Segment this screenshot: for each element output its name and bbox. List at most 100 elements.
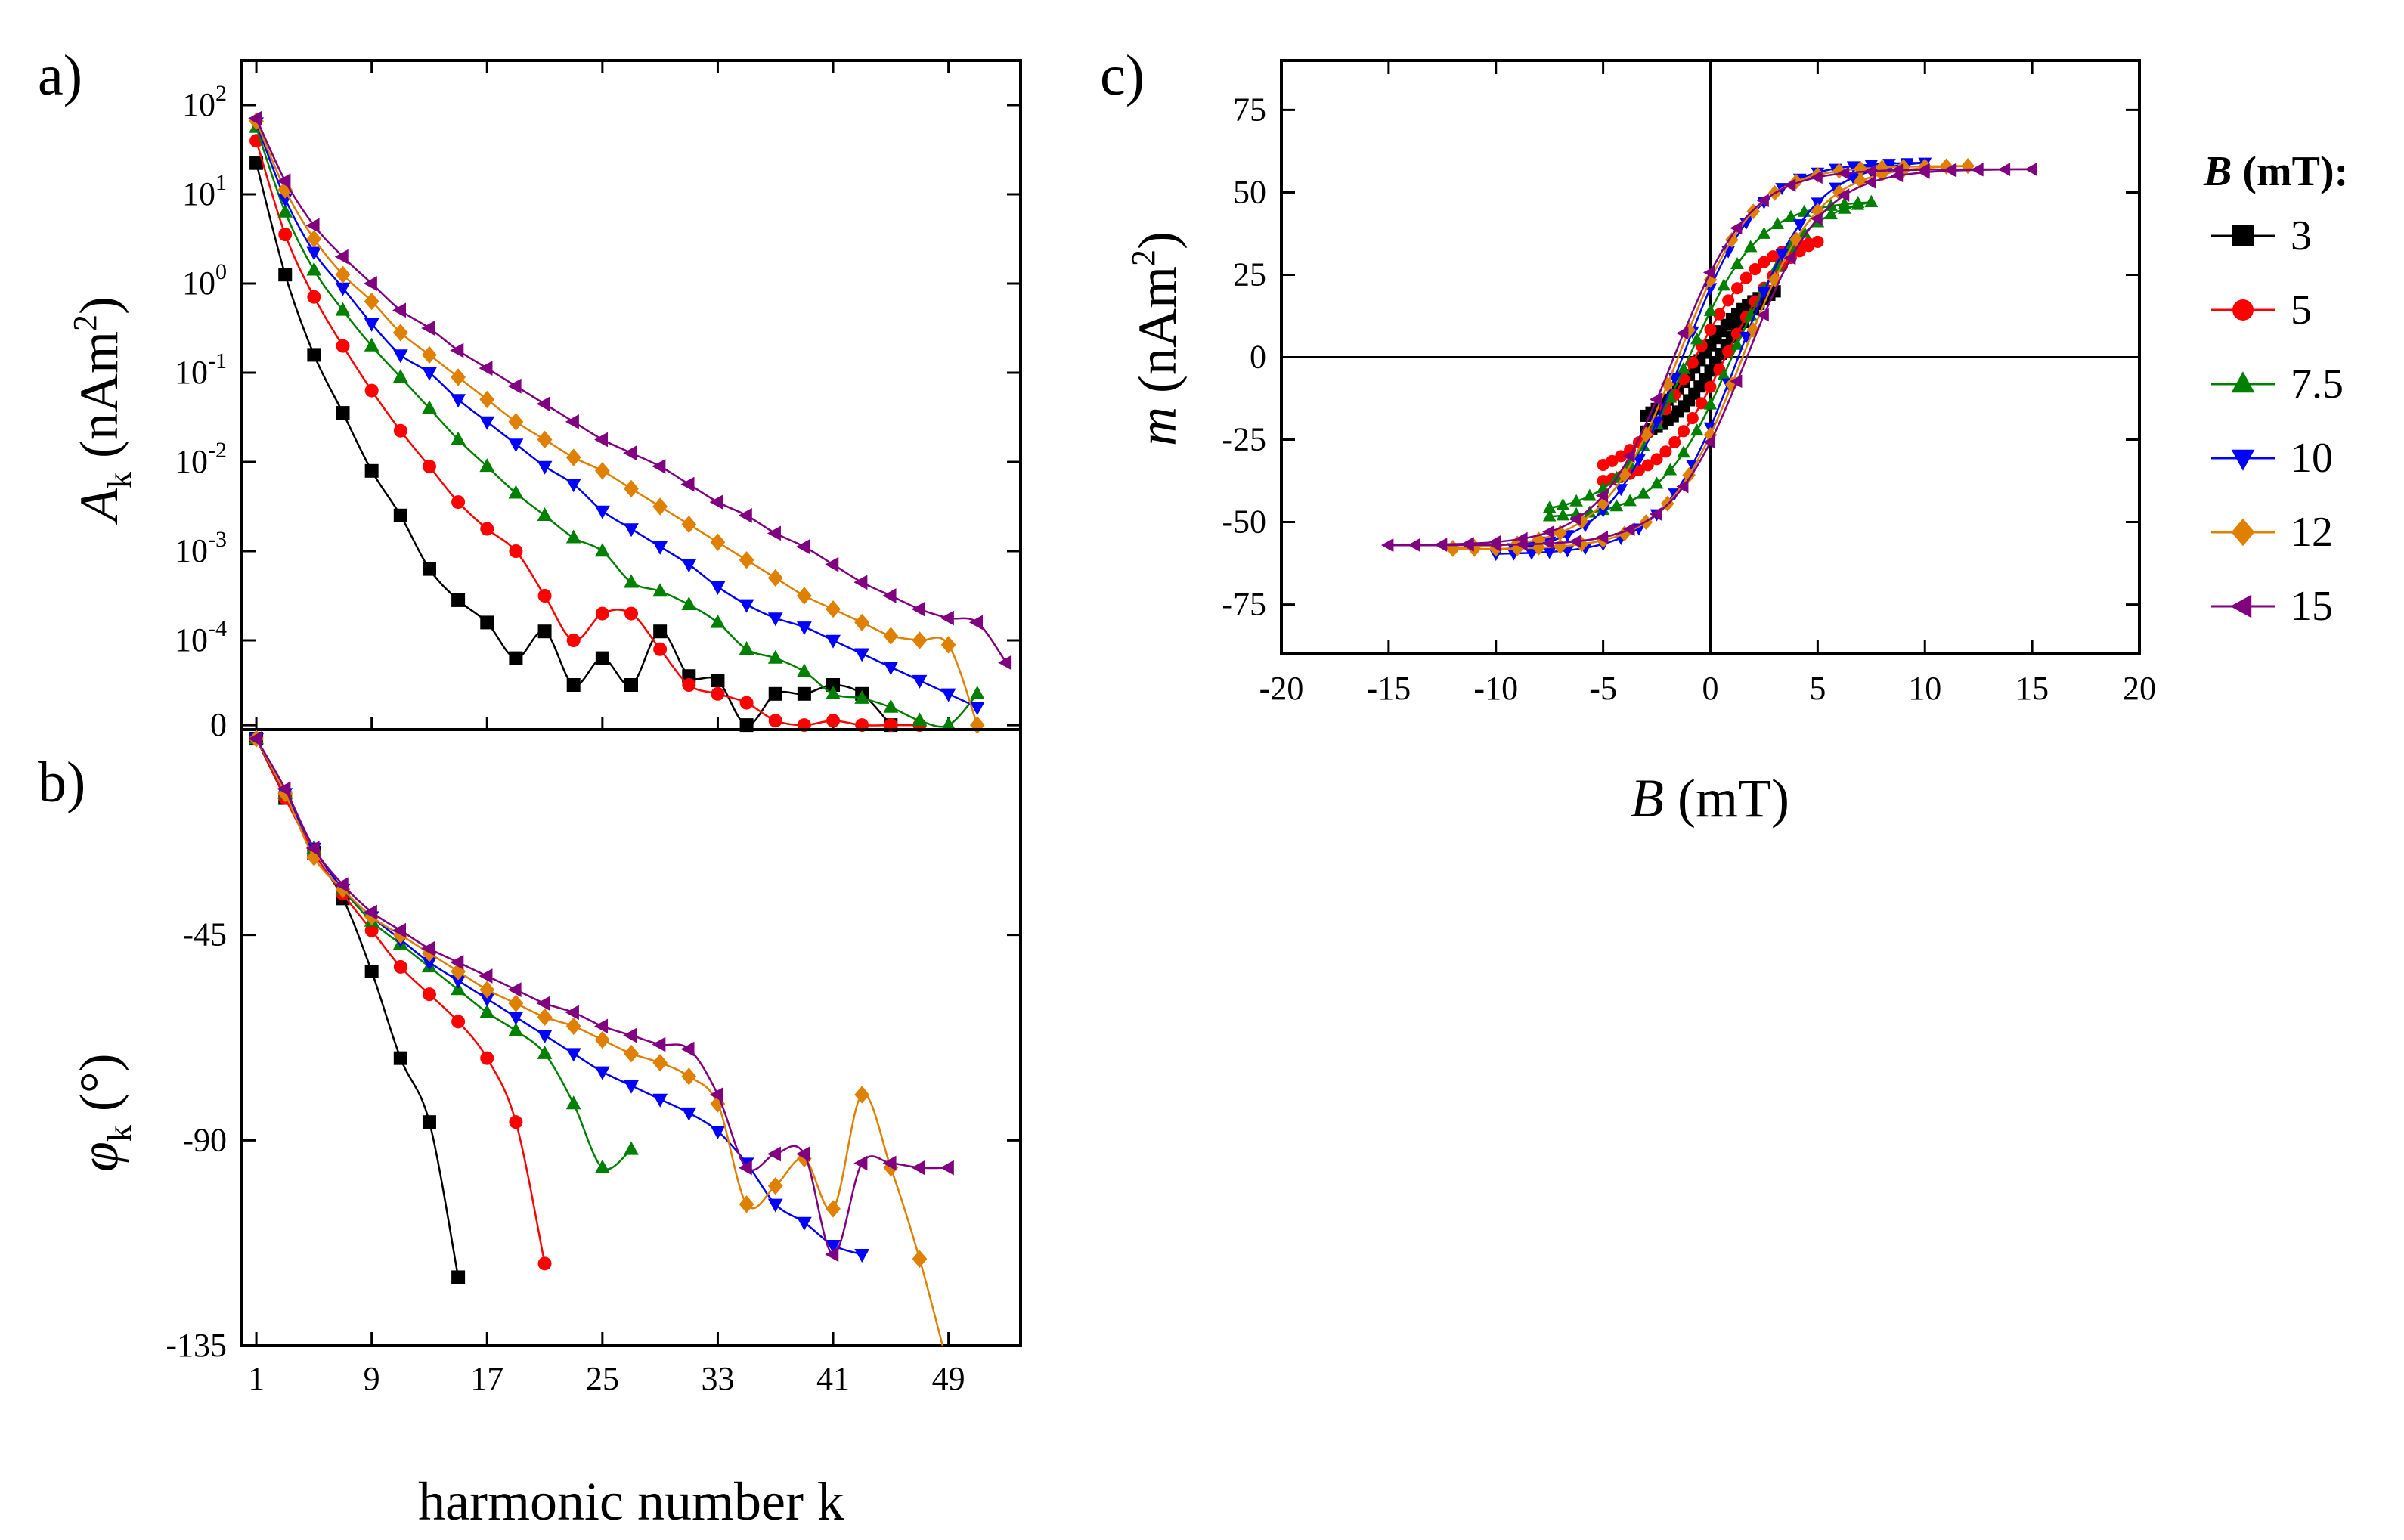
- panel-c-point-7.5: [1757, 226, 1771, 239]
- panel-a-ytick-exp: -2: [208, 438, 227, 463]
- panel-b-point-15: [853, 1155, 868, 1171]
- panel-c-point-7.5: [1690, 332, 1704, 345]
- panel-b-point-5: [393, 959, 407, 974]
- panel-c-point-5: [1678, 425, 1690, 438]
- panel-a-data: [248, 110, 1012, 734]
- panel-b-point-15: [767, 1146, 781, 1162]
- panel-a-label: a): [38, 44, 82, 107]
- panel-a-point-12: [565, 448, 581, 466]
- panel-a-point-7.5: [883, 699, 899, 713]
- panel-a-point-10: [826, 634, 841, 649]
- panel-a-ytick-base: 10: [182, 265, 215, 302]
- panel-c-point-7.5: [1637, 486, 1650, 499]
- panel-b-ytick-label: -135: [166, 1327, 227, 1364]
- panel-b-point-3: [393, 1051, 407, 1065]
- panel-c-point-7.5: [1677, 445, 1690, 458]
- panel-b-point-12: [277, 784, 293, 803]
- panel-c-ylabel-sup: 2: [1125, 249, 1162, 266]
- panel-c-point-15: [1622, 449, 1635, 463]
- panel-a-point-5: [336, 339, 350, 353]
- panel-b-line-12: [255, 738, 944, 1346]
- panel-b-point-10: [594, 1066, 610, 1080]
- panel-c-point-5: [1659, 445, 1672, 458]
- panel-a-point-10: [883, 662, 899, 676]
- panel-a-point-15: [767, 525, 781, 541]
- panel-a-point-12: [392, 324, 408, 342]
- legend-marker-15: [2230, 594, 2252, 618]
- panel-a-point-5: [711, 686, 725, 701]
- panel-c-point-15: [1837, 188, 1850, 202]
- panel-c-point-7.5: [1569, 494, 1583, 507]
- panel-c-point-15: [1810, 212, 1823, 226]
- panel-c-xtick-label: 5: [1809, 670, 1826, 707]
- panel-c-point-15: [1810, 170, 1823, 184]
- panel-a-point-12: [594, 462, 610, 480]
- panel-c-point-15: [2025, 163, 2037, 176]
- panel-a-point-7.5: [392, 369, 408, 383]
- panel-c-point-15: [1435, 538, 1448, 551]
- panel-b-point-15: [680, 1041, 695, 1057]
- panel-c-point-7.5: [1824, 207, 1838, 220]
- panel-a-point-10: [969, 702, 985, 716]
- panel-a-point-3: [624, 678, 638, 692]
- panel-c-point-15: [1596, 488, 1609, 503]
- panel-c-point-15: [1837, 166, 1850, 180]
- panel-c-point-7.5: [1717, 368, 1731, 381]
- panel-c-point-15: [1622, 522, 1635, 536]
- panel-c-point-15: [1596, 530, 1609, 544]
- panel-b-xtick-label: 17: [470, 1360, 503, 1397]
- panel-c-point-5: [1749, 263, 1761, 276]
- panel-c-point-5: [1811, 235, 1824, 248]
- panel-c-point-15: [1515, 531, 1528, 546]
- panel-a-point-10: [710, 581, 726, 595]
- panel-c-point-5: [1686, 356, 1699, 369]
- panel-c-point-7.5: [1864, 194, 1879, 207]
- panel-a-point-3: [653, 624, 668, 639]
- panel-c-point-5: [1758, 256, 1770, 268]
- panel-c-point-15: [1917, 163, 1930, 177]
- panel-b-point-15: [479, 968, 493, 984]
- panel-c-xtick-label: -5: [1589, 670, 1617, 707]
- panel-a-point-15: [479, 361, 493, 376]
- panel-c-point-10: [1846, 161, 1860, 174]
- panel-a-point-12: [277, 181, 293, 199]
- panel-a-point-12: [767, 569, 783, 587]
- panel-a-ylabel-sub: k: [101, 472, 138, 488]
- panel-a-ylabel-main: A: [69, 488, 129, 525]
- panel-b-point-7.5: [508, 1022, 524, 1036]
- panel-a-point-5: [624, 606, 638, 621]
- panel-b-point-10: [422, 956, 437, 971]
- panel-c-ytick-label: -25: [1222, 421, 1266, 458]
- panel-a-point-10: [306, 246, 322, 261]
- panel-c-point-10: [1614, 484, 1628, 497]
- panel-a-ytick-exp: 2: [215, 81, 227, 106]
- panel-c-point-7.5: [1650, 476, 1664, 489]
- panel-a-point-3: [336, 406, 350, 420]
- panel-b-ytick-label: -90: [182, 1121, 227, 1158]
- panel-a-point-5: [826, 714, 841, 728]
- panel-b-point-15: [594, 1018, 609, 1034]
- panel-c-point-5: [1668, 436, 1681, 449]
- panel-a-point-12: [652, 497, 668, 516]
- panel-a-ylabel-unit: (nAm: [69, 331, 129, 472]
- panel-c-point-7.5: [1542, 509, 1557, 522]
- panel-c-point-10: [1757, 287, 1771, 299]
- panel-b-point-12: [306, 848, 322, 866]
- panel-b-point-12: [479, 981, 495, 999]
- panel-c-point-10: [1632, 454, 1646, 467]
- panel-a-point-7.5: [969, 686, 985, 699]
- panel-c-point-15: [1730, 221, 1743, 235]
- panel-c-ytick-label: 0: [1250, 339, 1266, 376]
- panel-c-point-7.5: [1743, 240, 1758, 253]
- panel-a-point-10: [681, 559, 697, 573]
- panel-a-point-3: [278, 268, 293, 282]
- panel-a-point-7.5: [594, 543, 610, 557]
- panel-c-point-15: [1756, 308, 1769, 322]
- panel-a-point-7.5: [451, 431, 466, 445]
- panel-c-ylabel-main: m: [1127, 407, 1188, 446]
- panel-c-point-5: [1704, 380, 1717, 393]
- panel-a-point-15: [882, 588, 897, 603]
- panel-c-ytick-label: 75: [1233, 91, 1266, 128]
- panel-a-point-15: [680, 476, 695, 492]
